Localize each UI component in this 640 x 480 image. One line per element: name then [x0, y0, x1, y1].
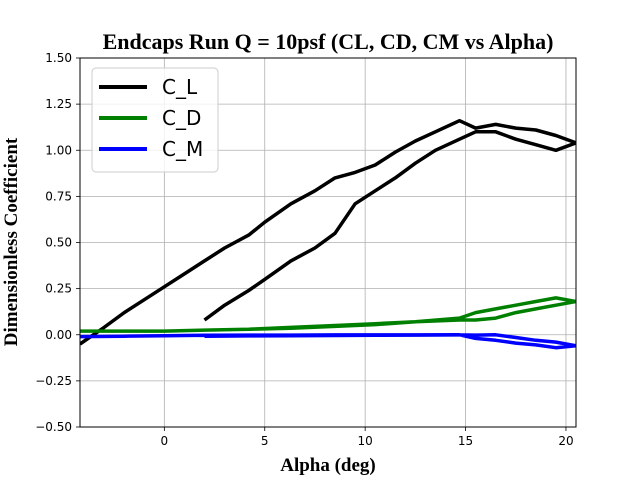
- tick-layer: 0 5 10 15 20 −0.50 −0.25 0.00 0.25 0.50 0.75 1.00 1.…: [35, 51, 573, 448]
- y-tick-label: 1.00: [45, 143, 72, 157]
- x-tick-label: 15: [458, 434, 473, 448]
- series-layer: [80, 118, 576, 350]
- y-tick-label: 1.50: [45, 51, 72, 65]
- chart-title: Endcaps Run Q = 10psf (CL, CD, CM vs Alp…: [103, 29, 554, 54]
- y-tick-label: −0.50: [35, 420, 72, 434]
- y-tick-label: 0.50: [45, 236, 72, 250]
- x-tick-label: 0: [161, 434, 169, 448]
- series-line-c-m: [80, 333, 576, 350]
- x-tick-label: 10: [358, 434, 373, 448]
- x-axis-label: Alpha (deg): [280, 455, 376, 476]
- series-line-c-d: [80, 296, 576, 333]
- legend: C_L C_D C_M: [91, 67, 219, 173]
- y-tick-label: 1.25: [45, 97, 72, 111]
- legend-label: C_D: [162, 106, 201, 130]
- y-tick-label: −0.25: [35, 374, 72, 388]
- y-tick-label: 0.25: [45, 282, 72, 296]
- legend-box: [91, 67, 219, 173]
- y-tick-label: 0.75: [45, 189, 72, 203]
- legend-label: C_L: [162, 75, 198, 99]
- x-tick-label: 5: [261, 434, 269, 448]
- y-tick-label: 0.00: [45, 328, 72, 342]
- x-tick-label: 20: [558, 434, 573, 448]
- legend-label: C_M: [162, 137, 203, 161]
- series-line-c-l: [80, 118, 576, 346]
- y-axis-label: Dimensionless Coefficient: [1, 137, 22, 346]
